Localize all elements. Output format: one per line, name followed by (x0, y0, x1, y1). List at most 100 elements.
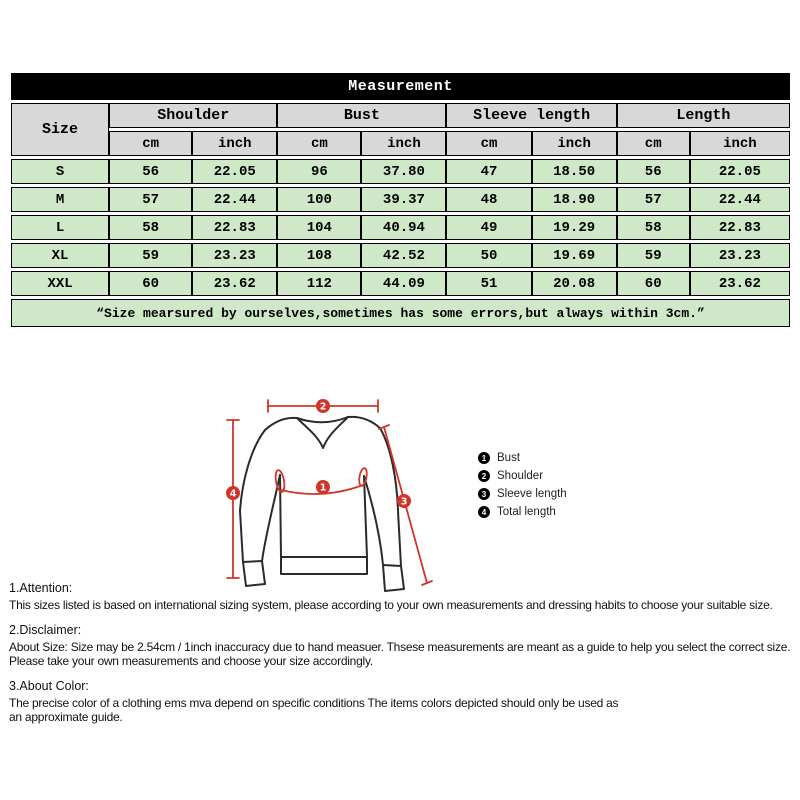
attention-section: 1.Attention: This sizes listed is based … (9, 581, 799, 613)
cell-value: 22.83 (192, 215, 278, 240)
cell-value: 108 (277, 243, 362, 268)
cell-value: 22.05 (192, 159, 278, 184)
table-row-l: L 58 22.83 104 40.94 49 19.29 58 22.83 (11, 215, 790, 240)
cell-value: 44.09 (361, 271, 447, 296)
unit-bust-cm: cm (277, 131, 362, 156)
cell-value: 51 (446, 271, 532, 296)
cell-value: 22.44 (192, 187, 278, 212)
cell-value: 96 (277, 159, 362, 184)
cell-value: 22.05 (689, 159, 790, 184)
cell-value: 57 (109, 187, 193, 212)
cell-value: 18.90 (531, 187, 617, 212)
cell-value: 47 (446, 159, 532, 184)
cell-value: 104 (277, 215, 362, 240)
legend-item-total-length: 4 Total length (478, 506, 567, 518)
unit-length-inch: inch (689, 131, 790, 156)
marker-sleeve-number: 3 (401, 497, 408, 508)
cell-value: 23.62 (689, 271, 790, 296)
table-row-xl: XL 59 23.23 108 42.52 50 19.69 59 23.23 (11, 243, 790, 268)
cell-size: M (11, 187, 110, 212)
disclaimer-section: 2.Disclaimer: About Size: Size may be 2.… (9, 623, 799, 669)
legend-total-length-label: Total length (497, 506, 556, 518)
cell-value: 100 (277, 187, 362, 212)
cell-value: 22.44 (689, 187, 790, 212)
marker-bust-number: 1 (320, 483, 327, 494)
about-color-line-2: an approximate guide. (9, 710, 123, 724)
diagram-legend: 1 Bust 2 Shoulder 3 Sleeve length 4 Tota… (478, 452, 567, 518)
header-size: Size (11, 103, 110, 156)
cell-size: XXL (11, 271, 110, 296)
cell-value: 60 (616, 271, 690, 296)
legend-item-bust: 1 Bust (478, 452, 567, 464)
table-row-m: M 57 22.44 100 39.37 48 18.90 57 22.44 (11, 187, 790, 212)
marker-sleeve-circle (397, 494, 411, 508)
cell-value: 58 (109, 215, 193, 240)
attention-body: This sizes listed is based on internatio… (9, 598, 773, 612)
attention-title: 1.Attention: (9, 581, 73, 595)
marker-shoulder-number: 2 (320, 402, 327, 413)
unit-bust-inch: inch (361, 131, 447, 156)
table-row-xxl: XXL 60 23.62 112 44.09 51 20.08 60 23.62 (11, 271, 790, 296)
measurement-table: Measurement Size Shoulder Bust Sleeve le… (11, 70, 790, 330)
unit-sleeve-inch: inch (531, 131, 617, 156)
sweater-diagram-svg: 2 4 3 1 (226, 399, 433, 592)
cell-size: S (11, 159, 110, 184)
cell-value: 37.80 (361, 159, 447, 184)
cell-value: 59 (109, 243, 193, 268)
cell-value: 18.50 (531, 159, 617, 184)
unit-sleeve-cm: cm (446, 131, 532, 156)
unit-shoulder-inch: inch (192, 131, 278, 156)
legend-total-length-number-icon: 4 (478, 506, 490, 518)
cell-size: L (11, 215, 110, 240)
about-color-section: 3.About Color: The precise color of a cl… (9, 679, 799, 725)
disclaimer-title: 2.Disclaimer: (9, 622, 82, 637)
cell-value: 112 (277, 271, 362, 296)
legend-shoulder-number-icon: 2 (478, 470, 490, 482)
table-row-s: S 56 22.05 96 37.80 47 18.50 56 22.05 (11, 159, 790, 184)
cell-value: 59 (616, 243, 690, 268)
sweater-outline (239, 415, 405, 592)
legend-shoulder-label: Shoulder (497, 470, 544, 482)
cell-value: 56 (109, 159, 193, 184)
cell-value: 40.94 (361, 215, 447, 240)
notes-section: 1.Attention: This sizes listed is based … (9, 581, 799, 735)
cell-value: 19.29 (531, 215, 617, 240)
disclaimer-line-1: About Size: Size may be 2.54cm / 1inch i… (9, 639, 791, 654)
unit-shoulder-cm: cm (109, 131, 193, 156)
header-bust: Bust (277, 103, 447, 128)
header-shoulder: Shoulder (109, 103, 278, 128)
cell-value: 58 (616, 215, 690, 240)
table-title: Measurement (11, 73, 790, 100)
cell-value: 23.62 (192, 271, 278, 296)
header-sleeve-length: Sleeve length (446, 103, 617, 128)
marker-length-circle (226, 486, 240, 500)
cell-value: 57 (616, 187, 690, 212)
legend-item-shoulder: 2 Shoulder (478, 470, 567, 482)
cell-value: 42.52 (361, 243, 447, 268)
cell-value: 20.08 (531, 271, 617, 296)
about-color-title: 3.About Color: (9, 678, 89, 693)
legend-bust-number-icon: 1 (478, 452, 490, 464)
about-color-line-1: The precise color of a clothing ems mva … (9, 695, 619, 710)
cell-value: 39.37 (361, 187, 447, 212)
marker-bust-circle (316, 480, 330, 494)
garment-diagram: 2 4 3 1 (180, 385, 440, 597)
unit-length-cm: cm (616, 131, 690, 156)
legend-item-sleeve-length: 3 Sleeve length (478, 488, 567, 500)
cell-value: 48 (446, 187, 532, 212)
legend-sleeve-label: Sleeve length (497, 488, 567, 500)
cell-value: 19.69 (531, 243, 617, 268)
cell-value: 60 (109, 271, 193, 296)
cell-value: 56 (616, 159, 690, 184)
marker-shoulder-circle (316, 399, 330, 413)
legend-sleeve-number-icon: 3 (478, 488, 490, 500)
disclaimer-line-2: Please take your own measurements and ch… (9, 654, 373, 668)
cell-value: 23.23 (689, 243, 790, 268)
cell-value: 22.83 (689, 215, 790, 240)
marker-length-number: 4 (230, 489, 237, 500)
cell-value: 49 (446, 215, 532, 240)
table-note: “Size mearsured by ourselves,sometimes h… (11, 299, 790, 327)
header-length: Length (616, 103, 790, 128)
cell-size: XL (11, 243, 110, 268)
